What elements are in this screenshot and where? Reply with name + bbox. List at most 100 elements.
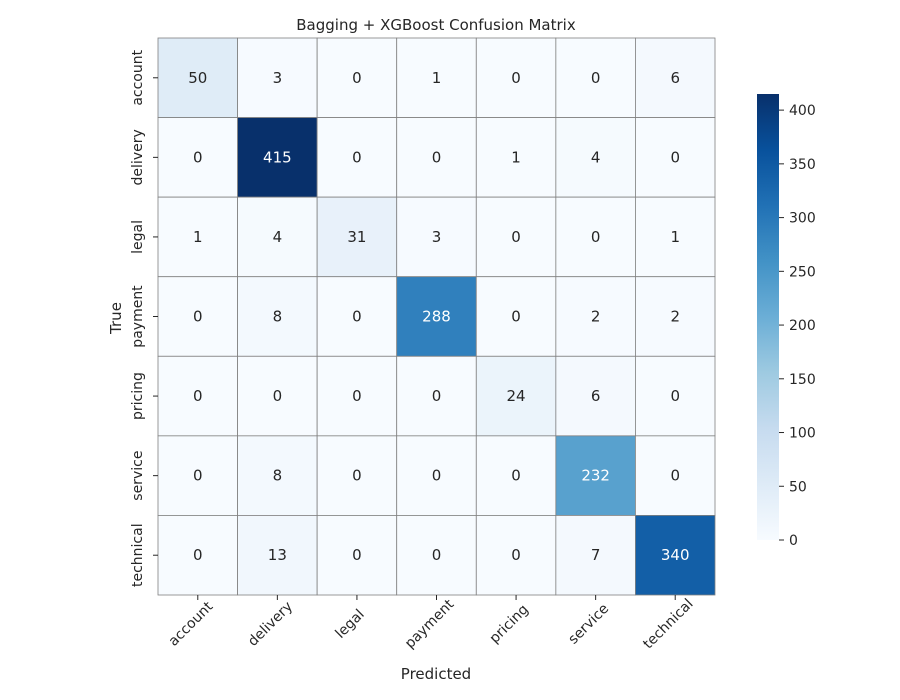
y-tick-label: technical: [130, 523, 146, 587]
heatmap-cell: [316, 196, 398, 278]
heatmap-cell: [475, 435, 557, 516]
heatmap-cell: [157, 355, 238, 437]
heatmap-cell: [635, 515, 716, 596]
heatmap-cell: [316, 37, 398, 118]
heatmap-cell: [316, 435, 398, 516]
cell-value-label: 0: [432, 387, 442, 405]
cell-value-label: 0: [591, 69, 601, 87]
y-tick-label: delivery: [130, 129, 146, 185]
heatmap-cell: [555, 515, 636, 596]
x-tick-label: legal: [332, 607, 367, 642]
heatmap-cell: [635, 196, 716, 278]
heatmap-cell: [396, 515, 477, 596]
y-axis-label: True: [107, 302, 125, 335]
colorbar-tick-label: 200: [789, 318, 816, 334]
chart-title: Bagging + XGBoost Confusion Matrix: [296, 16, 576, 34]
cell-value-label: 0: [352, 69, 362, 87]
colorbar-tick-label: 300: [789, 211, 816, 227]
cell-value-label: 0: [511, 69, 521, 87]
heatmap-cell: [396, 276, 477, 357]
x-tick-label: delivery: [245, 599, 296, 650]
heatmap-cell: [396, 435, 477, 516]
cell-value-label: 1: [432, 69, 442, 87]
cell-value-label: 340: [661, 546, 690, 564]
cell-value-label: 0: [352, 546, 362, 564]
colorbar-tick-label: 100: [789, 426, 816, 442]
x-tick-label: account: [166, 598, 217, 649]
cell-value-label: 0: [193, 308, 203, 326]
heatmap-cell: [237, 435, 318, 516]
heatmap-cell: [237, 196, 318, 278]
x-tick-label: technical: [640, 596, 696, 652]
colorbar-tick-label: 250: [789, 264, 816, 280]
cell-value-label: 0: [511, 467, 521, 485]
cell-value-label: 415: [263, 148, 292, 166]
x-tick-labels: account delivery legal payment pricing servic…: [166, 595, 697, 652]
cell-value-label: 0: [273, 387, 283, 405]
heatmap-cell: [555, 196, 636, 278]
heatmap-cell: [157, 37, 238, 118]
heatmap-cell: [635, 355, 716, 437]
cell-value-label: 6: [591, 387, 601, 405]
heatmap-cell: [555, 276, 636, 357]
y-tick-label: payment: [130, 285, 146, 348]
cell-value-label: 0: [193, 546, 203, 564]
heatmap-cell: [157, 276, 238, 357]
cell-value-label: 0: [193, 467, 203, 485]
y-tick-label: service: [130, 451, 146, 501]
x-tick-label: pricing: [487, 602, 532, 647]
x-axis-label: Predicted: [401, 665, 471, 683]
cell-value-label: 13: [268, 546, 287, 564]
x-tick-label: payment: [402, 596, 458, 652]
cell-value-label: 0: [432, 467, 442, 485]
cell-value-label: 7: [591, 546, 601, 564]
y-tick-label: legal: [130, 220, 146, 254]
cell-value-label: 0: [670, 467, 680, 485]
cell-value-label: 0: [193, 387, 203, 405]
colorbar-tick-label: 350: [789, 157, 816, 173]
cell-value-label: 31: [347, 228, 366, 246]
colorbar-tick-label: 0: [789, 533, 798, 549]
cell-value-label: 0: [432, 148, 442, 166]
cell-value-label: 50: [188, 69, 207, 87]
cell-value-label: 0: [352, 387, 362, 405]
cell-value-label: 2: [591, 308, 601, 326]
heatmap-cell: [316, 117, 398, 198]
cell-value-label: 3: [432, 228, 442, 246]
cell-value-label: 2: [670, 308, 680, 326]
heatmap-cell: [635, 435, 716, 516]
cell-value-label: 0: [352, 148, 362, 166]
y-tick-labels: account delivery legal payment pricing servic…: [130, 49, 158, 587]
cell-value-label: 0: [193, 148, 203, 166]
heatmap-cell: [635, 117, 716, 198]
cell-value-label: 0: [511, 546, 521, 564]
heatmap-cell: [555, 37, 636, 118]
cell-value-label: 6: [670, 69, 680, 87]
heatmap-cell: [635, 276, 716, 357]
heatmap-cell: [237, 276, 318, 357]
cell-value-label: 288: [422, 308, 451, 326]
cell-value-label: 0: [511, 308, 521, 326]
colorbar-tick-label: 150: [789, 372, 816, 388]
y-tick-label: account: [130, 49, 146, 105]
cell-value-label: 0: [670, 387, 680, 405]
heatmap-cell: [157, 435, 238, 516]
heatmap-cell: [157, 196, 238, 278]
heatmap-cell: [237, 37, 318, 118]
heatmap-cell: [396, 37, 477, 118]
cell-value-label: 8: [273, 467, 283, 485]
cell-value-label: 1: [511, 148, 521, 166]
cell-value-label: 1: [193, 228, 203, 246]
cell-value-label: 232: [581, 467, 610, 485]
cell-value-label: 3: [273, 69, 283, 87]
y-tick-label: pricing: [130, 372, 146, 420]
x-tick-label: service: [565, 601, 612, 648]
heatmap-cell: [316, 355, 398, 437]
cell-value-label: 0: [352, 467, 362, 485]
cell-value-label: 0: [511, 228, 521, 246]
heatmap-cell: [555, 117, 636, 198]
heatmap-cell: [475, 196, 557, 278]
heatmap-cell: [475, 117, 557, 198]
heatmap-cell: [316, 515, 398, 596]
